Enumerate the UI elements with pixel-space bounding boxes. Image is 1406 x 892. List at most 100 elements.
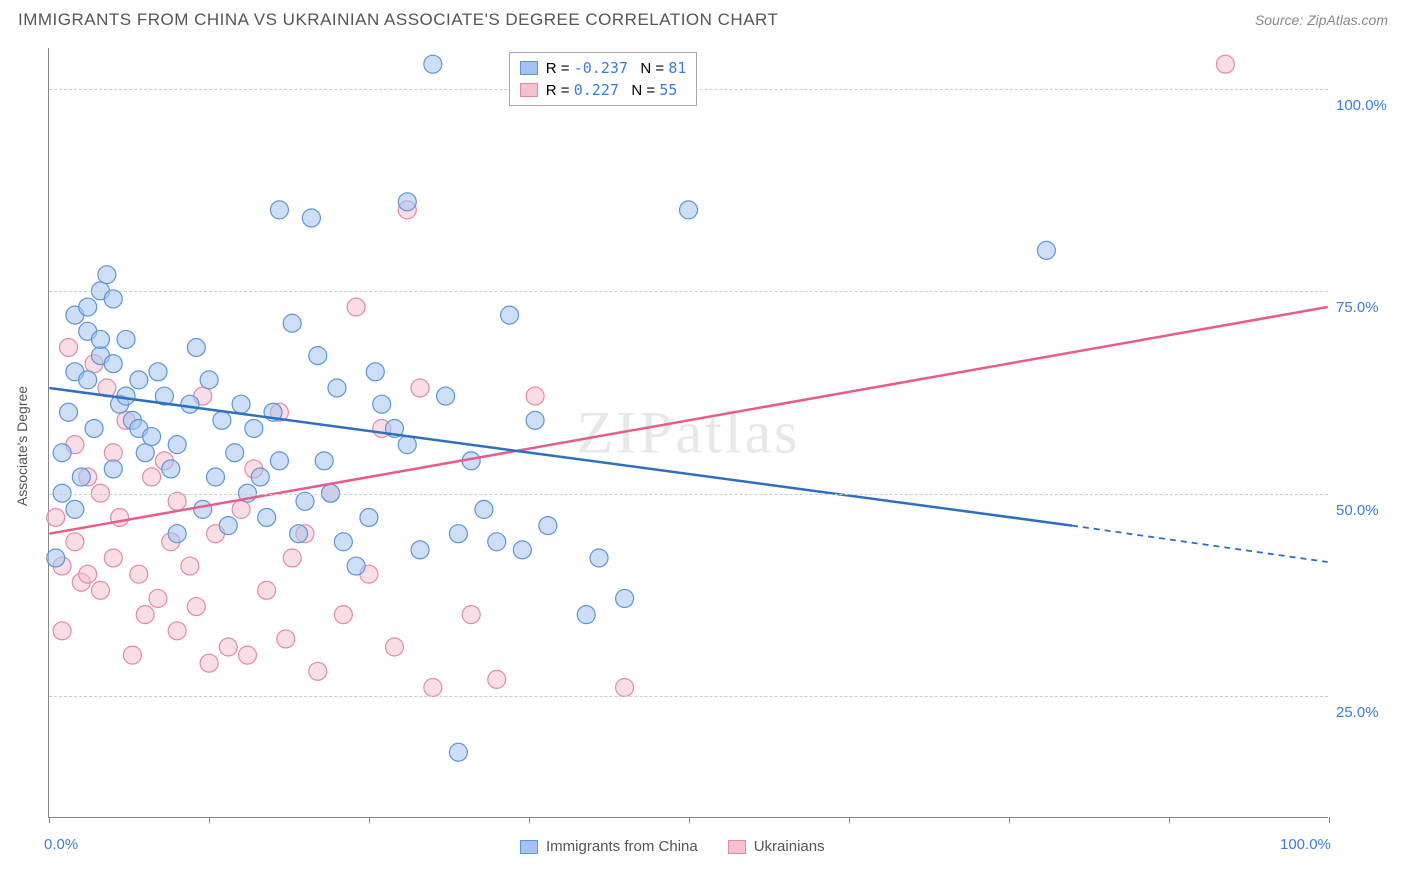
scatter-point: [238, 646, 256, 664]
scatter-point: [251, 468, 269, 486]
scatter-point: [200, 371, 218, 389]
swatch-pink: [728, 840, 746, 854]
xtick: [849, 817, 850, 823]
scatter-point: [616, 589, 634, 607]
scatter-point: [616, 678, 634, 696]
scatter-point: [398, 193, 416, 211]
scatter-point: [366, 363, 384, 381]
scatter-point: [130, 371, 148, 389]
scatter-point: [270, 452, 288, 470]
scatter-point: [98, 266, 116, 284]
xtick-label: 0.0%: [44, 836, 78, 853]
scatter-point: [309, 662, 327, 680]
scatter-point: [347, 557, 365, 575]
swatch-blue: [520, 840, 538, 854]
scatter-point: [187, 598, 205, 616]
scatter-point: [449, 743, 467, 761]
scatter-point: [270, 201, 288, 219]
scatter-point: [60, 339, 78, 357]
scatter-point: [219, 638, 237, 656]
scatter-point: [194, 500, 212, 518]
scatter-point: [302, 209, 320, 227]
scatter-point: [360, 509, 378, 527]
scatter-point: [437, 387, 455, 405]
scatter-point: [181, 557, 199, 575]
scatter-point: [143, 428, 161, 446]
scatter-point: [79, 565, 97, 583]
scatter-chart: [49, 48, 1328, 817]
gridline: [49, 291, 1328, 292]
gridline: [49, 696, 1328, 697]
scatter-point: [283, 314, 301, 332]
scatter-point: [91, 581, 109, 599]
scatter-point: [168, 492, 186, 510]
scatter-point: [213, 411, 231, 429]
legend-blue-label: Immigrants from China: [546, 838, 698, 855]
scatter-point: [66, 500, 84, 518]
scatter-point: [258, 509, 276, 527]
scatter-point: [136, 606, 154, 624]
y-axis-label: Associate's Degree: [14, 386, 30, 506]
legend-stats-row: R = 0.227 N = 55: [520, 79, 687, 101]
scatter-point: [104, 355, 122, 373]
scatter-point: [168, 436, 186, 454]
xtick: [209, 817, 210, 823]
plot-area: ZIPatlas: [48, 48, 1328, 818]
scatter-point: [680, 201, 698, 219]
gridline: [49, 494, 1328, 495]
scatter-point: [47, 509, 65, 527]
scatter-point: [347, 298, 365, 316]
scatter-point: [488, 670, 506, 688]
scatter-point: [290, 525, 308, 543]
legend-stats: R = -0.237 N = 81 R = 0.227 N = 55: [509, 52, 698, 106]
source-label: Source: ZipAtlas.com: [1255, 12, 1388, 28]
scatter-point: [111, 509, 129, 527]
scatter-point: [590, 549, 608, 567]
scatter-point: [53, 444, 71, 462]
scatter-point: [283, 549, 301, 567]
scatter-point: [245, 419, 263, 437]
scatter-point: [168, 622, 186, 640]
scatter-point: [123, 646, 141, 664]
xtick: [529, 817, 530, 823]
scatter-point: [277, 630, 295, 648]
scatter-point: [53, 622, 71, 640]
legend-bottom: Immigrants from China Ukrainians: [520, 838, 825, 855]
scatter-point: [513, 541, 531, 559]
scatter-point: [79, 298, 97, 316]
trendline-pink: [49, 307, 1327, 534]
scatter-point: [296, 492, 314, 510]
scatter-point: [207, 468, 225, 486]
scatter-point: [424, 55, 442, 73]
swatch-icon: [520, 61, 538, 75]
scatter-point: [475, 500, 493, 518]
scatter-point: [232, 395, 250, 413]
scatter-point: [258, 581, 276, 599]
scatter-point: [66, 533, 84, 551]
scatter-point: [79, 371, 97, 389]
legend-stats-text: R = 0.227 N = 55: [546, 81, 678, 99]
xtick: [1169, 817, 1170, 823]
scatter-point: [143, 468, 161, 486]
legend-pink-label: Ukrainians: [754, 838, 825, 855]
scatter-point: [385, 638, 403, 656]
chart-title: IMMIGRANTS FROM CHINA VS UKRAINIAN ASSOC…: [18, 10, 778, 30]
ytick-label: 100.0%: [1336, 97, 1387, 114]
scatter-point: [104, 460, 122, 478]
ytick-label: 75.0%: [1336, 299, 1379, 316]
scatter-point: [334, 533, 352, 551]
legend-item-pink: Ukrainians: [728, 838, 825, 855]
ytick-label: 25.0%: [1336, 704, 1379, 721]
xtick: [689, 817, 690, 823]
legend-stats-text: R = -0.237 N = 81: [546, 59, 687, 77]
xtick: [49, 817, 50, 823]
scatter-point: [577, 606, 595, 624]
scatter-point: [411, 541, 429, 559]
scatter-point: [526, 387, 544, 405]
scatter-point: [501, 306, 519, 324]
scatter-point: [226, 444, 244, 462]
scatter-point: [200, 654, 218, 672]
scatter-point: [149, 589, 167, 607]
scatter-point: [187, 339, 205, 357]
trendline-blue-dashed: [1072, 526, 1328, 562]
